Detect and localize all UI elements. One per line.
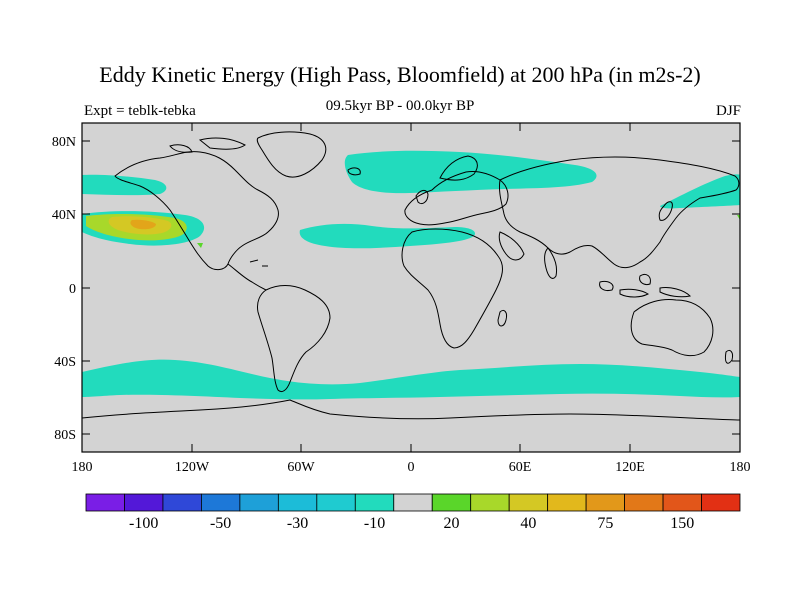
colorbar-swatch <box>354 493 395 512</box>
lon-tick-labels: 180 120W 60W 0 60E 120E 180 <box>72 460 751 475</box>
lat-tick-marks <box>82 140 740 435</box>
lon-label-180w: 180 <box>72 460 93 475</box>
coast-uk <box>415 189 429 205</box>
colorbar-swatch <box>393 493 433 512</box>
colorbar-swatch <box>547 493 587 512</box>
southern-ocean-anomaly <box>82 359 740 400</box>
coast-scandinavia <box>439 155 478 181</box>
colorbar-label: -100 <box>129 515 158 532</box>
lon-label-180e: 180 <box>730 460 751 475</box>
coast-arabia <box>498 231 525 261</box>
colorbar-swatch <box>662 493 702 512</box>
lon-tick-marks <box>81 123 741 452</box>
colorbar-label: 40 <box>520 515 536 532</box>
lat-label-40s: 40S <box>54 355 76 370</box>
colorbar-label: 20 <box>443 515 459 532</box>
colorbar-label: 150 <box>670 515 694 532</box>
lon-label-0: 0 <box>408 460 415 475</box>
lat-label-80s: 80S <box>54 428 76 443</box>
coast-north-america <box>114 151 279 271</box>
lat-label-40n: 40N <box>52 208 76 223</box>
coast-australia <box>630 299 714 357</box>
coast-new-zealand <box>725 349 733 364</box>
colorbar-swatch <box>85 493 125 512</box>
colorbar-swatch <box>431 493 472 512</box>
lon-label-120w: 120W <box>175 460 210 475</box>
coast-caribbean <box>249 259 268 267</box>
lat-label-0: 0 <box>69 282 76 297</box>
colorbar-swatch <box>316 493 356 512</box>
lon-label-60e: 60E <box>509 460 532 475</box>
small-anomaly-2 <box>737 215 740 220</box>
colorbar-label: -50 <box>210 515 231 532</box>
colorbar-labels: -100 -50 -30 -10 20 40 75 150 <box>129 515 694 532</box>
colorbar <box>85 493 741 512</box>
atlantic-africa-anomaly <box>299 223 476 249</box>
colorbar-swatch <box>624 493 664 512</box>
plot-subtitle-left: Expt = teblk-tebka <box>84 103 196 119</box>
coast-europe <box>404 171 509 226</box>
colorbar-label: 75 <box>597 515 613 532</box>
lat-label-80n: 80N <box>52 135 76 150</box>
coast-greenland <box>256 131 327 178</box>
coastlines <box>82 131 740 421</box>
coast-madagascar <box>497 309 507 327</box>
colorbar-swatch <box>701 493 741 512</box>
colorbar-swatch <box>277 493 318 512</box>
colorbar-swatch <box>585 493 625 512</box>
colorbar-swatch <box>124 493 164 512</box>
north-pacific-anomaly-west <box>82 174 167 196</box>
coast-india <box>544 247 557 279</box>
coast-iceland <box>347 167 361 176</box>
colorbar-label: -10 <box>364 515 385 532</box>
colorbar-label: -30 <box>287 515 308 532</box>
coast-japan <box>658 201 673 221</box>
lat-tick-labels: 80N 40N 0 40S 80S <box>52 135 76 443</box>
colorbar-swatch <box>239 493 279 512</box>
coast-indonesia <box>599 273 692 298</box>
colorbar-swatch <box>508 493 549 512</box>
lon-label-120e: 120E <box>615 460 645 475</box>
coast-asia <box>499 156 740 269</box>
plot-title: Eddy Kinetic Energy (High Pass, Bloomfie… <box>99 62 701 87</box>
plot-subtitle-center: 09.5kyr BP - 00.0kyr BP <box>325 98 475 114</box>
north-pacific-anomaly-east <box>660 174 740 209</box>
lon-label-60w: 60W <box>287 460 315 475</box>
jet-core-orange <box>130 219 156 230</box>
colorbar-swatch <box>162 493 202 512</box>
anomaly-fields <box>82 150 740 400</box>
small-anomaly-1 <box>197 243 203 248</box>
coast-central-america <box>227 263 267 291</box>
coast-south-america <box>257 285 331 393</box>
coast-antarctica <box>82 399 740 421</box>
plot-subtitle-right: DJF <box>715 103 741 119</box>
coast-africa <box>401 228 503 349</box>
coast-arctic-islands <box>169 137 246 153</box>
colorbar-swatch <box>470 493 510 512</box>
colorbar-swatch <box>201 493 241 512</box>
